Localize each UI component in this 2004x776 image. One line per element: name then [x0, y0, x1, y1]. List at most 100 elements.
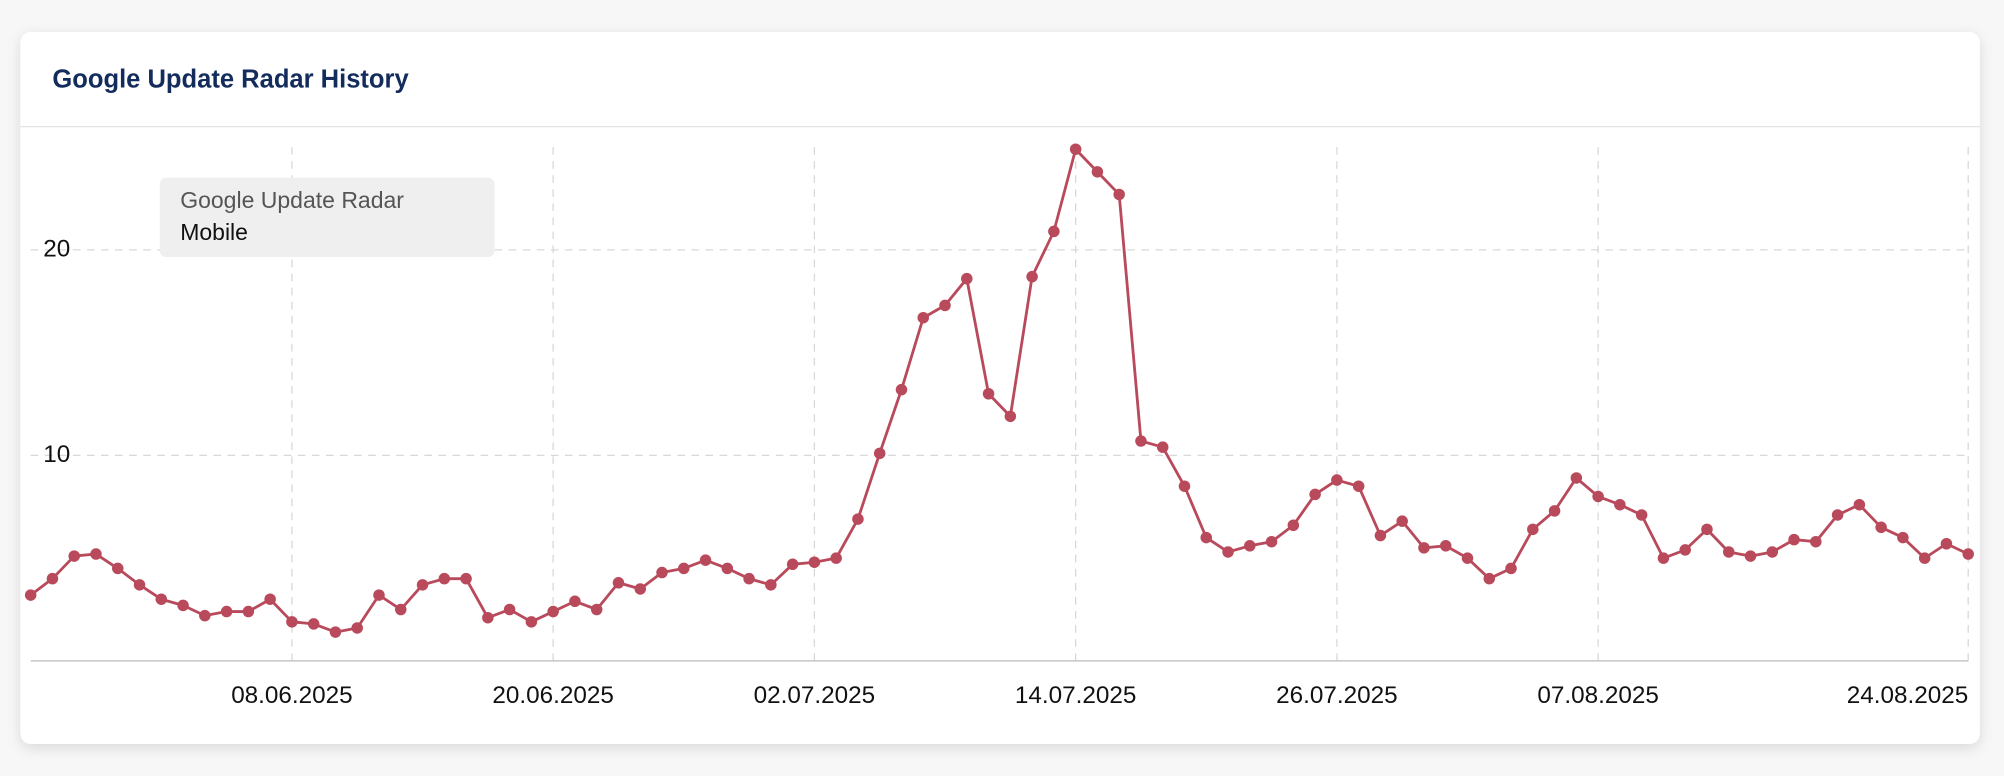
data-point — [1287, 519, 1300, 532]
data-point — [460, 572, 472, 585]
data-point — [612, 577, 625, 589]
data-point — [1918, 552, 1931, 564]
data-point — [416, 579, 429, 591]
data-point — [1374, 529, 1387, 542]
data-point — [1570, 472, 1583, 484]
data-point — [1592, 490, 1604, 503]
card — [20, 32, 1980, 744]
data-point — [982, 388, 995, 400]
data-point — [112, 562, 124, 575]
data-point — [1048, 225, 1060, 238]
data-point — [503, 603, 516, 616]
data-point — [895, 383, 908, 396]
data-point — [286, 616, 298, 628]
legend-entry: Mobile — [180, 219, 248, 245]
data-point — [1244, 540, 1256, 552]
data-point — [743, 572, 755, 585]
data-point — [1418, 542, 1430, 554]
data-point — [220, 605, 233, 618]
data-point — [1113, 188, 1125, 201]
plot: 10 20 08.06.2025 20.06.2025 02.07.2025 14.07.… — [24, 143, 1974, 709]
data-point — [1635, 509, 1648, 521]
data-point — [1897, 531, 1909, 544]
data-point — [1069, 143, 1082, 155]
data-point — [46, 572, 59, 585]
data-point — [1679, 544, 1691, 556]
data-point — [1026, 270, 1038, 283]
data-point — [873, 447, 886, 460]
data-point — [242, 605, 255, 618]
card-title: Google Update Radar History — [52, 65, 409, 93]
data-point — [90, 548, 102, 560]
data-point — [1091, 166, 1104, 178]
data-point — [199, 609, 211, 622]
data-point — [1940, 537, 1953, 550]
data-point — [590, 603, 603, 616]
data-point — [373, 589, 385, 601]
x-tick-label: 20.06.2025 — [492, 682, 613, 709]
data-point — [1875, 521, 1887, 534]
x-tick-label: 14.07.2025 — [1015, 682, 1136, 709]
data-point — [1265, 535, 1278, 548]
data-point — [1200, 531, 1213, 544]
data-point — [482, 611, 494, 624]
data-point — [525, 616, 538, 628]
data-point — [1396, 515, 1408, 527]
data-point — [395, 603, 407, 616]
data-point — [721, 562, 734, 575]
data-point — [656, 566, 668, 579]
data-point — [438, 572, 451, 585]
y-tick-label: 10 — [43, 441, 70, 468]
data-point — [1461, 552, 1474, 564]
y-tick-label: 20 — [43, 235, 70, 262]
x-tick-label: 26.07.2025 — [1276, 682, 1397, 709]
data-point — [1810, 535, 1822, 548]
data-point — [1527, 523, 1539, 536]
data-point — [1004, 410, 1017, 423]
data-point — [917, 311, 929, 324]
data-point — [1156, 441, 1169, 453]
data-point — [1178, 480, 1191, 492]
data-point — [68, 550, 80, 562]
x-tick-label: 07.08.2025 — [1537, 682, 1658, 709]
data-point — [264, 593, 276, 605]
data-point — [808, 556, 821, 568]
data-point — [1331, 474, 1343, 486]
data-point — [939, 299, 951, 312]
data-point — [1766, 546, 1779, 558]
data-point — [24, 589, 37, 601]
data-point — [1744, 550, 1757, 562]
data-point — [678, 562, 690, 575]
data-point — [1439, 540, 1452, 552]
data-point — [1483, 572, 1496, 585]
data-point — [1222, 546, 1234, 558]
data-point — [1657, 552, 1670, 564]
data-point — [830, 552, 842, 564]
data-point — [307, 618, 320, 630]
data-point — [1853, 498, 1866, 511]
data-point — [634, 583, 646, 595]
data-point — [133, 579, 146, 591]
data-point — [1135, 435, 1147, 447]
data-point — [1505, 562, 1517, 575]
legend-box — [159, 177, 495, 257]
data-point — [1722, 546, 1735, 558]
data-point — [1831, 509, 1844, 521]
data-point — [699, 554, 712, 566]
data-point — [329, 626, 342, 638]
data-point — [351, 622, 363, 634]
x-tick-label: 24.08.2025 — [1847, 682, 1968, 709]
data-point — [177, 599, 189, 612]
data-point — [765, 579, 777, 591]
data-point — [852, 513, 864, 525]
data-point — [1614, 498, 1626, 511]
data-point — [786, 558, 799, 571]
data-point — [1309, 488, 1321, 501]
data-point — [1352, 480, 1365, 492]
x-tick-label: 08.06.2025 — [231, 682, 352, 709]
x-tick-label: 02.07.2025 — [754, 682, 875, 709]
legend-title: Google Update Radar — [180, 187, 404, 213]
data-point — [961, 272, 973, 285]
data-point — [569, 595, 581, 608]
